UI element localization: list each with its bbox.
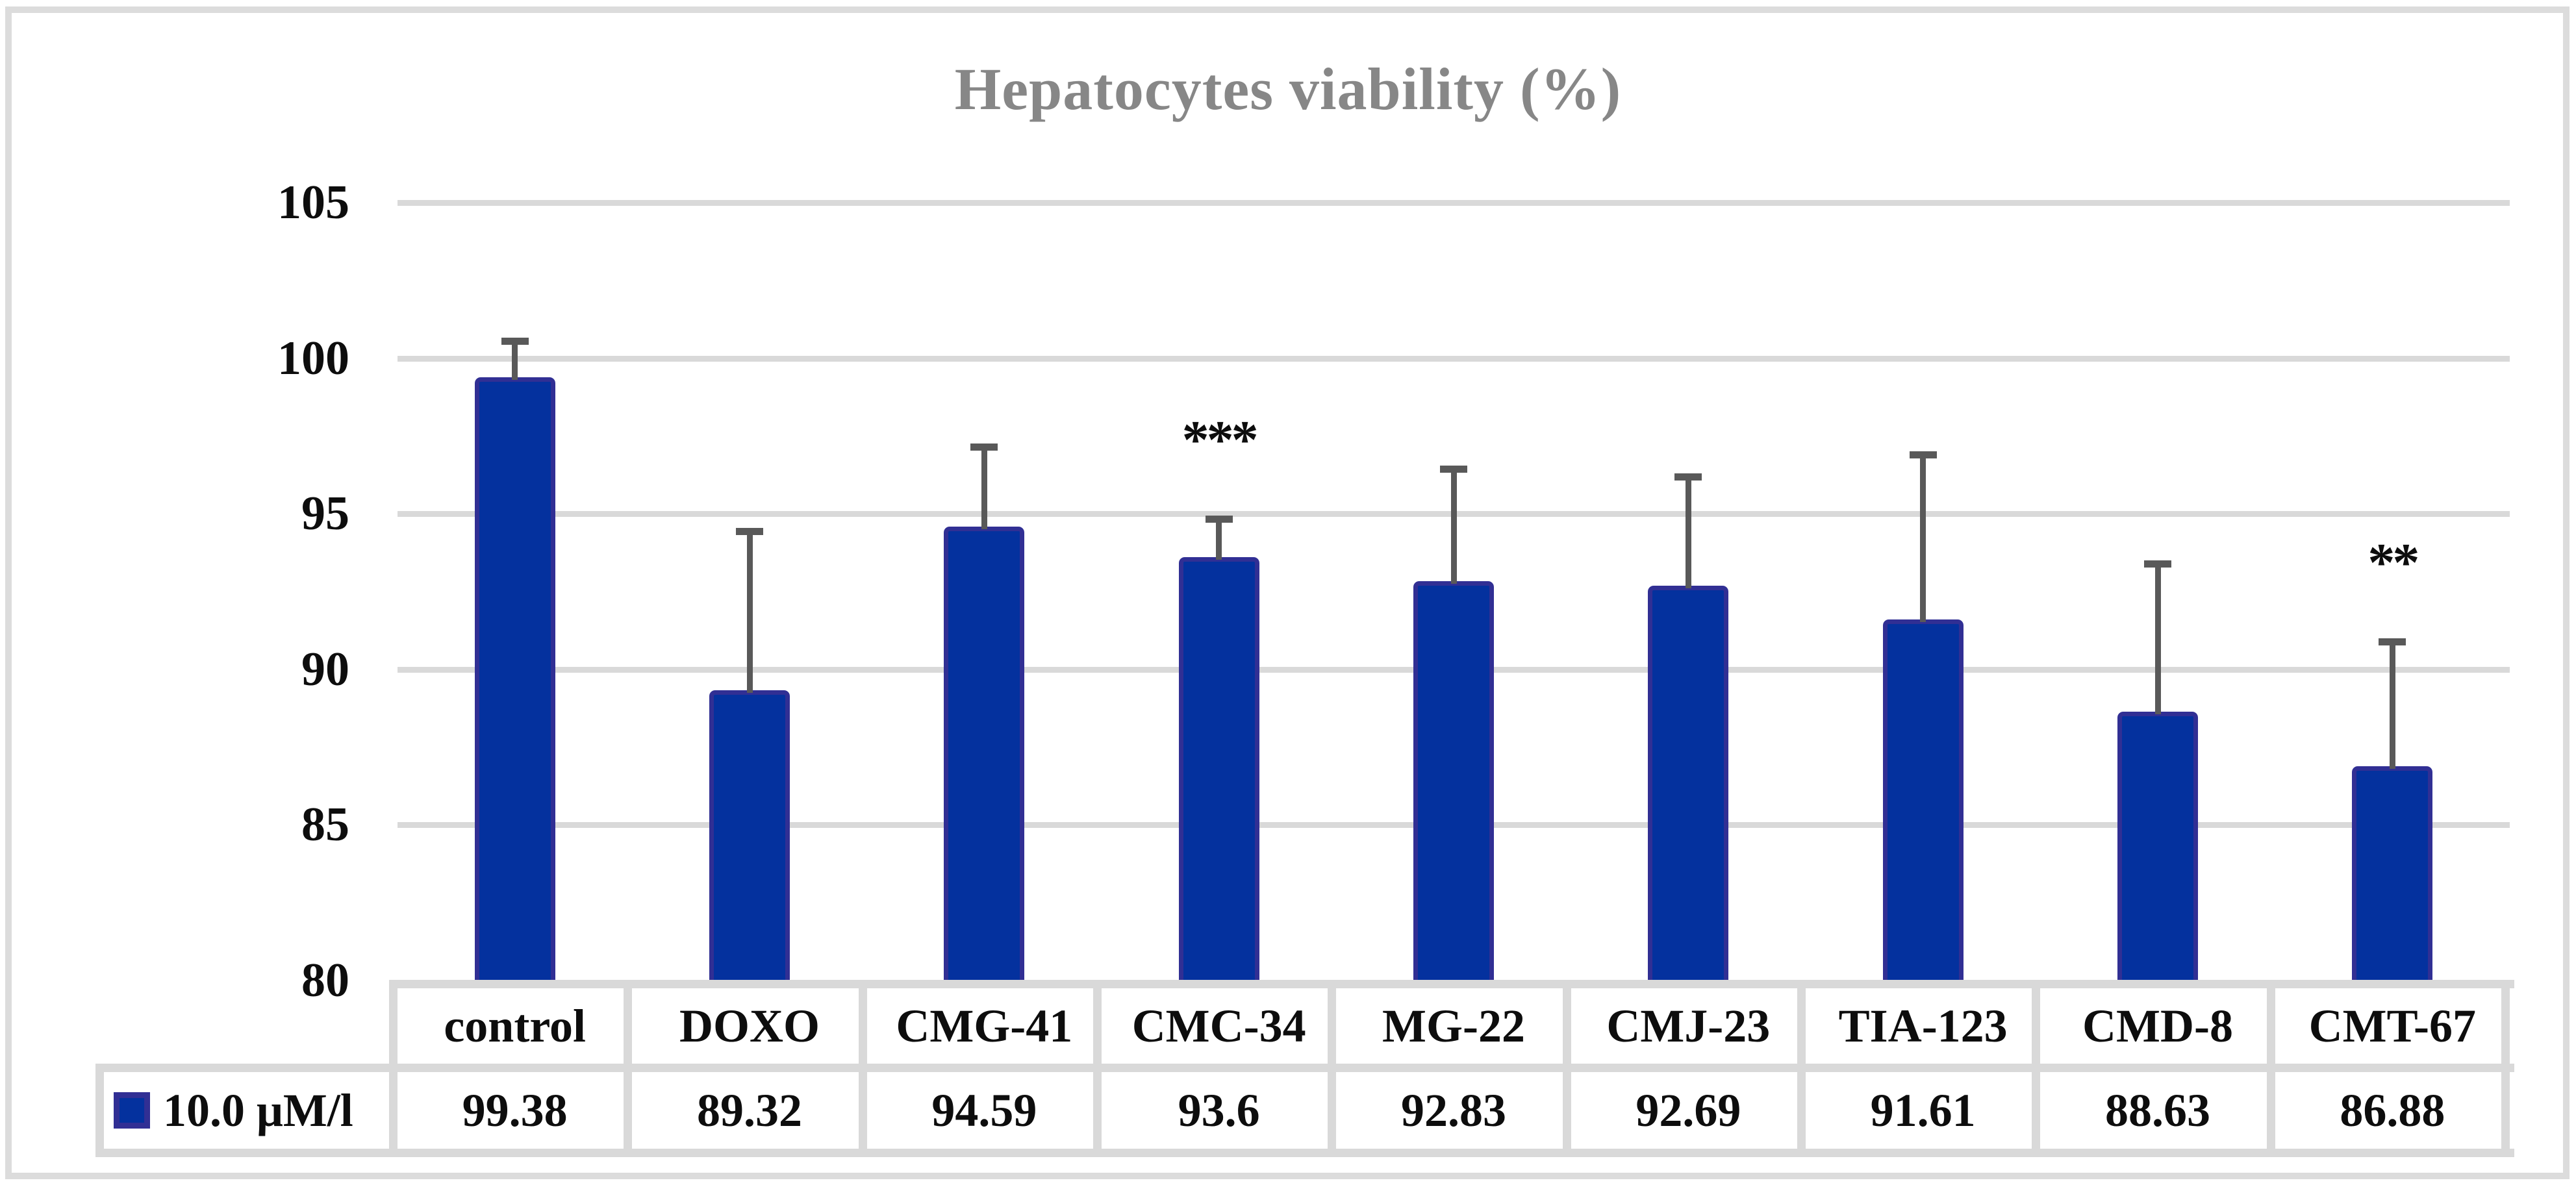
table-border-line [95,1064,2514,1072]
error-bar-cap [501,338,529,345]
value-cell: 94.59 [931,1084,1037,1136]
y-axis-tick-label: 90 [301,642,349,696]
chart-title: Hepatocytes viability (%) [954,56,1622,122]
error-bar [1920,455,1926,622]
error-bar-cap [2379,638,2406,645]
y-axis-tick-label: 100 [277,331,349,385]
significance-annotation: ** [2368,532,2419,593]
error-bar-cap [2144,560,2171,568]
legend-cell: 10.0 μM/l [114,1072,389,1149]
error-bar [1216,518,1222,560]
error-bar [1685,476,1691,588]
category-header-cell: MG-22 [1382,999,1525,1052]
error-bar-cap [1205,515,1233,523]
category-header-cell: CMC-34 [1131,999,1306,1052]
table-border-line [1328,980,1337,1157]
bar [2352,766,2433,984]
table-border-line [389,980,398,1157]
bar [709,690,790,984]
value-cell: 86.88 [2340,1084,2445,1136]
bar [1882,619,1964,984]
value-cell: 91.61 [1870,1084,1976,1136]
error-bar [746,531,753,693]
legend-label: 10.0 μM/l [163,1084,353,1136]
y-axis-tick-label: 85 [301,798,349,852]
value-cell: 99.38 [462,1084,568,1136]
bar [474,377,555,984]
error-bar [2154,564,2161,715]
category-header-cell: CMJ-23 [1606,999,1771,1052]
value-cell: 92.83 [1400,1084,1506,1136]
error-bar-cap [970,444,998,451]
category-header-cell: CMG-41 [896,999,1073,1052]
error-bar [1450,468,1457,584]
value-cell: 88.63 [2104,1084,2210,1136]
value-cell: 93.6 [1178,1084,1260,1136]
error-bar [512,341,518,381]
y-axis-tick-label: 105 [277,176,349,229]
category-header-cell: DOXO [679,999,820,1052]
bar [1178,557,1259,984]
value-cell: 89.32 [696,1084,802,1136]
table-border-line [1562,980,1571,1157]
table-border-line [389,980,2514,988]
error-bar-cap [1674,473,1702,481]
error-bar [2389,641,2395,769]
error-bar-cap [736,527,763,535]
bar [2117,712,2198,984]
gridline [398,355,2510,362]
table-border-line [95,1149,2514,1157]
table-border-line [624,980,633,1157]
table-border-line [1797,980,1806,1157]
bar [1413,581,1494,984]
category-header-cell: CMT-67 [2308,999,2476,1052]
y-axis-tick-label: 95 [301,487,349,541]
category-header-cell: control [444,999,586,1052]
significance-annotation: *** [1181,409,1259,470]
table-border-line [95,1064,104,1157]
error-bar [981,447,987,529]
value-cell: 92.69 [1635,1084,1741,1136]
error-bar-cap [1909,451,1937,459]
gridline [398,200,2510,206]
y-axis-tick-label: 80 [301,954,349,1007]
figure-border [5,6,2570,1179]
bar [1648,585,1729,984]
table-border-line [2032,980,2041,1157]
error-bar-cap [1440,465,1467,473]
table-border-line [2501,980,2510,1157]
table-border-line [858,980,867,1157]
table-border-line [2266,980,2275,1157]
category-header-cell: CMD-8 [2082,999,2233,1052]
legend-swatch [114,1092,150,1129]
table-border-line [1093,980,1102,1157]
category-header-cell: TIA-123 [1838,999,2008,1052]
bar [944,526,1025,984]
